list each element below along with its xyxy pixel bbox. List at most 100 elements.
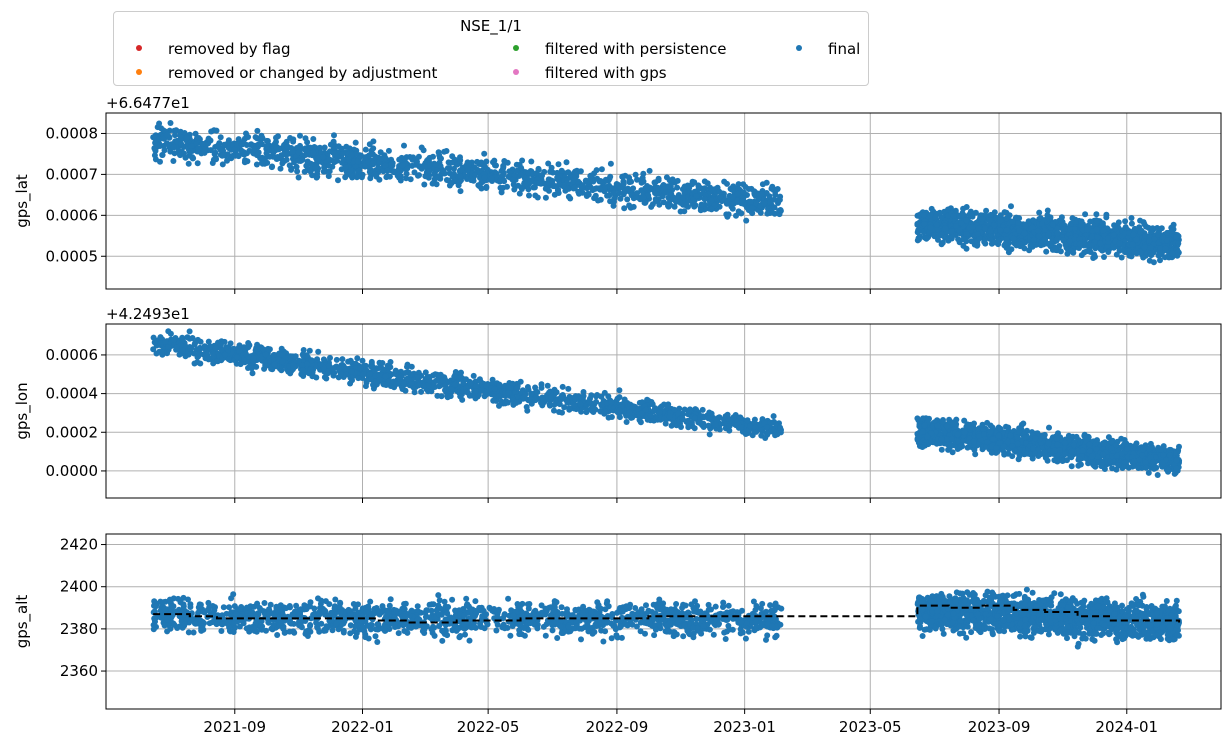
data-point xyxy=(284,143,291,150)
data-point xyxy=(616,190,623,197)
data-point xyxy=(249,370,256,377)
data-point xyxy=(1087,218,1094,225)
data-point xyxy=(607,173,614,180)
data-point xyxy=(1008,203,1014,210)
data-point xyxy=(504,159,511,166)
data-point xyxy=(948,228,955,235)
data-point xyxy=(451,381,458,388)
data-point xyxy=(287,353,294,360)
data-point xyxy=(422,173,429,180)
data-point xyxy=(217,146,224,153)
data-point xyxy=(522,391,529,398)
data-point xyxy=(1022,222,1029,229)
data-point xyxy=(1046,424,1052,431)
data-point xyxy=(382,155,389,162)
data-point xyxy=(229,152,236,159)
data-point xyxy=(656,409,663,416)
data-point xyxy=(348,172,355,179)
data-point xyxy=(231,146,238,153)
data-point xyxy=(376,176,383,183)
data-point xyxy=(777,424,784,431)
data-point xyxy=(397,177,404,184)
data-point xyxy=(178,140,185,147)
data-point xyxy=(701,196,708,203)
data-point xyxy=(294,168,301,175)
data-point xyxy=(670,194,677,201)
data-point xyxy=(1173,234,1180,240)
data-point xyxy=(706,431,713,438)
data-point xyxy=(538,172,545,179)
data-point xyxy=(958,220,965,227)
data-point xyxy=(597,408,604,415)
data-point xyxy=(157,158,163,165)
data-point xyxy=(219,161,226,168)
data-point xyxy=(194,160,201,167)
data-point xyxy=(772,432,779,439)
data-point xyxy=(370,385,377,392)
data-point xyxy=(551,191,558,198)
data-point xyxy=(979,215,986,222)
data-point xyxy=(335,177,341,184)
data-point xyxy=(559,383,566,390)
data-point xyxy=(664,403,671,409)
data-point xyxy=(661,415,668,422)
data-point xyxy=(1043,240,1050,247)
data-point xyxy=(1010,235,1017,242)
data-point xyxy=(343,371,350,378)
data-point xyxy=(500,177,507,184)
data-point xyxy=(156,136,163,143)
data-point xyxy=(565,169,572,176)
data-point xyxy=(160,135,167,142)
data-point xyxy=(1169,227,1176,234)
data-point xyxy=(1003,215,1010,222)
data-point xyxy=(463,388,470,395)
data-point xyxy=(498,189,505,196)
data-point xyxy=(187,345,194,352)
data-point xyxy=(199,140,206,147)
data-point xyxy=(705,415,712,422)
data-point xyxy=(667,201,674,208)
data-point xyxy=(960,236,967,243)
data-point xyxy=(458,166,465,173)
data-point xyxy=(950,212,957,219)
data-point xyxy=(340,156,347,163)
data-point xyxy=(1045,231,1052,238)
data-point xyxy=(997,217,1004,224)
data-point xyxy=(617,195,624,202)
data-point xyxy=(449,173,456,180)
data-point xyxy=(295,157,302,164)
data-point xyxy=(593,398,600,405)
data-point xyxy=(456,178,463,185)
data-point xyxy=(1118,435,1125,442)
data-point xyxy=(671,203,678,210)
data-point xyxy=(747,423,753,430)
data-point xyxy=(279,160,286,167)
data-point xyxy=(467,380,474,387)
data-point xyxy=(620,180,627,187)
data-point xyxy=(346,358,353,365)
data-point xyxy=(376,376,383,383)
data-point xyxy=(234,354,241,361)
data-point xyxy=(447,393,454,400)
data-point xyxy=(711,186,718,193)
data-point xyxy=(384,167,391,174)
data-point xyxy=(362,383,369,390)
data-point xyxy=(691,425,698,432)
data-point xyxy=(1003,240,1009,247)
data-point xyxy=(1128,215,1135,221)
data-point xyxy=(290,364,297,371)
data-point xyxy=(331,132,337,139)
data-point xyxy=(761,199,768,206)
data-point xyxy=(701,178,708,185)
data-point xyxy=(254,127,261,134)
data-point xyxy=(960,242,967,249)
data-point xyxy=(326,148,333,155)
data-point xyxy=(415,381,422,388)
data-point xyxy=(758,191,765,198)
data-point xyxy=(1147,244,1154,251)
data-point xyxy=(1078,218,1085,225)
data-point xyxy=(539,394,546,401)
data-point xyxy=(1093,211,1100,218)
data-point xyxy=(515,182,522,189)
data-point xyxy=(577,168,584,175)
